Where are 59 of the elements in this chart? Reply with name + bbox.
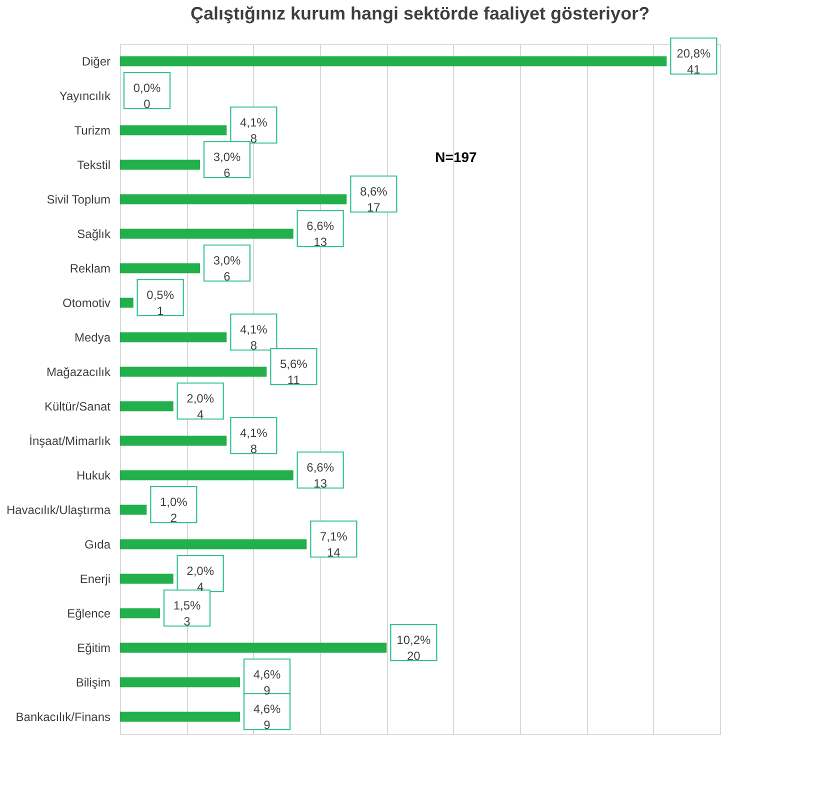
- y-tick-label: Turizm: [74, 123, 110, 138]
- y-tick-label: Hukuk: [76, 468, 112, 482]
- data-label: 5,6% 11: [280, 356, 308, 387]
- bar: [120, 263, 200, 274]
- y-tick-label: Enerji: [80, 572, 110, 586]
- bar: [120, 56, 667, 66]
- bar: [120, 608, 160, 618]
- bar: [120, 539, 307, 550]
- bar: [120, 228, 294, 239]
- bar: [120, 642, 387, 653]
- data-label: 7,1% 14: [320, 529, 348, 560]
- data-label: 6,6% 13: [306, 460, 334, 490]
- y-tick-label: Bankacılık/Finans: [16, 710, 110, 724]
- y-tick-label: Havacılık/Ulaştırma: [6, 502, 111, 517]
- bar: [120, 470, 294, 480]
- y-tick-label: Medya: [74, 330, 111, 344]
- data-label: 4,1% 8: [240, 115, 268, 146]
- bar: [120, 677, 240, 688]
- bar: [120, 160, 200, 170]
- y-tick-label: Diğer: [82, 54, 110, 68]
- data-label: 4,1% 8: [240, 322, 268, 352]
- annotation: N=197: [435, 148, 478, 165]
- bar: [120, 504, 147, 515]
- data-label: 3,0% 6: [213, 253, 241, 284]
- y-tick-label: Yayıncılık: [59, 88, 112, 103]
- y-tick-label: Eğlence: [67, 606, 111, 620]
- data-label: 20,8% 41: [676, 46, 712, 76]
- data-label: 10,2% 20: [396, 632, 432, 663]
- y-tick-label: Sivil Toplum: [46, 192, 110, 206]
- bar: [120, 194, 347, 204]
- bar: [120, 574, 174, 584]
- y-tick-label: Otomotiv: [62, 296, 110, 310]
- chart-title: Çalıştığınız kurum hangi sektörde faaliyet gösteriyor?: [190, 3, 650, 24]
- data-label: 1,0% 2: [160, 494, 188, 525]
- y-tick-label: Kültür/Sanat: [44, 399, 112, 414]
- y-tick-label: Bilişim: [76, 675, 110, 690]
- bar: [120, 125, 227, 136]
- y-tick-label: Sağlık: [77, 226, 112, 241]
- bar: [120, 436, 227, 446]
- bar: [120, 298, 134, 308]
- bar: [120, 712, 240, 722]
- data-label: 0,0% 0: [133, 80, 161, 111]
- bar: [120, 401, 174, 412]
- y-tick-label: Gıda: [84, 537, 111, 552]
- data-label: 8,6% 17: [360, 184, 388, 214]
- data-label: 2,0% 4: [186, 391, 214, 422]
- y-tick-label: Reklam: [70, 261, 110, 276]
- data-label: 0,5% 1: [146, 288, 174, 318]
- data-label: 6,6% 13: [306, 218, 334, 249]
- data-label: 1,5% 3: [173, 598, 201, 628]
- y-tick-label: Tekstil: [77, 158, 110, 172]
- data-label: 3,0% 6: [213, 150, 241, 180]
- bar: [120, 332, 227, 342]
- y-tick-label: Mağazacılık: [46, 364, 112, 379]
- data-label: 4,6% 9: [253, 702, 281, 732]
- y-tick-label: Eğitim: [77, 640, 110, 655]
- data-label: 4,1% 8: [240, 426, 268, 456]
- y-tick-label: İnşaat/Mimarlık: [29, 434, 112, 448]
- bar: [120, 366, 267, 377]
